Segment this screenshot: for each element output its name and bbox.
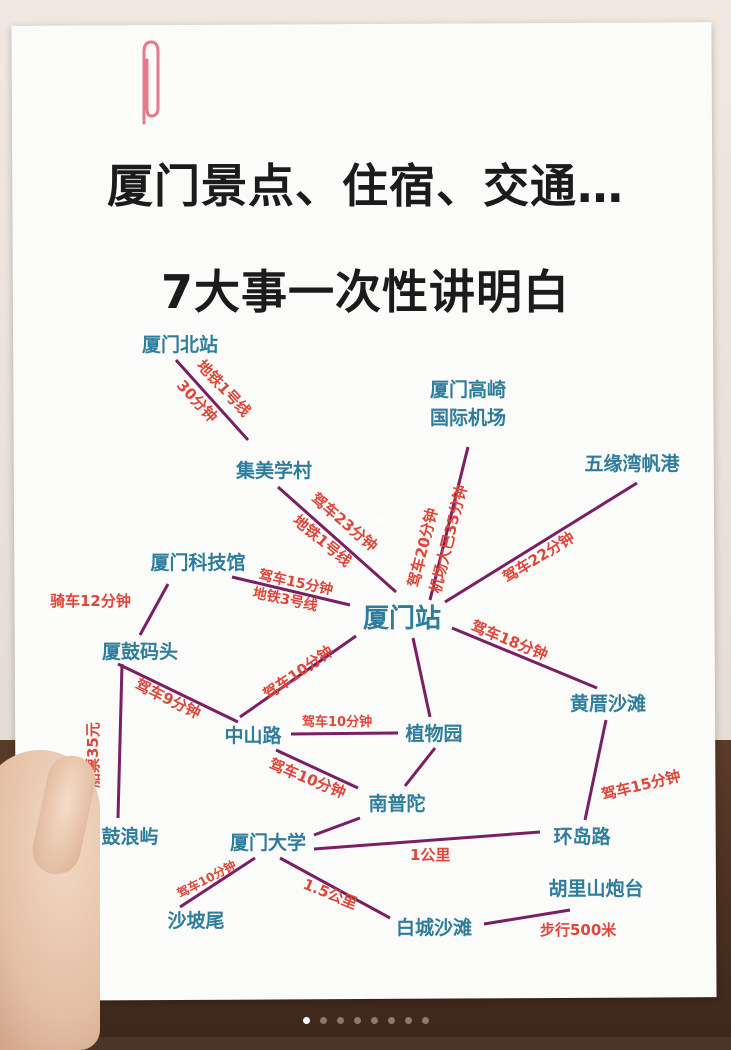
node-zhongshan-road: 中山路 bbox=[224, 724, 282, 747]
node-zhiwuyuan: 植物园 bbox=[405, 722, 462, 745]
carousel-dot-2[interactable] bbox=[319, 1017, 327, 1024]
node-kejiguan: 厦门科技馆 bbox=[150, 551, 245, 574]
edge-line-zhongshan-zhiwu bbox=[290, 731, 399, 736]
edge-line-xiada-baicheng bbox=[279, 856, 391, 920]
edge-line-matou-gulangyu bbox=[116, 663, 124, 819]
edge-line-huangcuo-huandao bbox=[583, 719, 608, 821]
label-xiada-huandao: 1公里 bbox=[410, 846, 450, 864]
label-wuyuan-zhan: 驾车22分钟 bbox=[500, 528, 578, 586]
edge-line-jimei-zhan bbox=[277, 485, 397, 594]
title-line-1: 厦门景点、住宿、交通… bbox=[107, 159, 624, 213]
carousel-dot-3[interactable] bbox=[336, 1017, 344, 1024]
carousel-dot-4[interactable] bbox=[353, 1017, 361, 1024]
carousel-dot-5[interactable] bbox=[370, 1017, 378, 1024]
edge-line-zhongshan-nanputuo bbox=[275, 748, 359, 790]
edge-line-zhiwu-nanputuo bbox=[403, 747, 437, 787]
edge-line-zhan-huangcuo bbox=[451, 626, 598, 690]
carousel-dot-8[interactable] bbox=[421, 1017, 429, 1024]
label-huangcuo-huandao: 驾车15分钟 bbox=[600, 767, 683, 804]
edge-line-zhan-zhongshan bbox=[239, 634, 357, 719]
carousel-dot-1[interactable] bbox=[302, 1017, 310, 1024]
node-huandao-road: 环岛路 bbox=[553, 825, 611, 848]
edge-line-matou-zhongshan bbox=[117, 662, 239, 724]
label-zhongshan-zhiwu: 驾车10分钟 bbox=[302, 714, 372, 730]
node-huangcuo-beach: 黄厝沙滩 bbox=[570, 692, 646, 715]
label-xiada-baicheng: 1.5公里 bbox=[301, 875, 360, 913]
edge-line-xiada-huandao bbox=[313, 830, 541, 851]
node-hulishan: 胡里山炮台 bbox=[548, 877, 643, 900]
edge-line-zhan-zhiwu bbox=[411, 637, 432, 718]
node-baicheng-beach: 白城沙滩 bbox=[396, 916, 472, 939]
edge-line-baicheng-hulishan bbox=[483, 908, 571, 926]
label-keji-matou: 骑车12分钟 bbox=[50, 592, 131, 610]
edge-line-wuyuan-zhan bbox=[444, 481, 638, 604]
node-wuyuanwan: 五缘湾帆港 bbox=[584, 452, 680, 475]
edge-line-keji-matou bbox=[138, 583, 170, 636]
node-gulang-matou: 厦鼓码头 bbox=[102, 640, 178, 663]
label-zhan-zhongshan: 驾车10分钟 bbox=[260, 642, 337, 703]
node-nanputuo: 南普陀 bbox=[368, 792, 425, 815]
node-jimei-xuecun: 集美学村 bbox=[235, 459, 312, 482]
node-gulangyu: 鼓浪屿 bbox=[101, 825, 158, 848]
carousel-indicator[interactable] bbox=[0, 1009, 731, 1028]
watermark-text: 小红书 bbox=[368, 512, 404, 527]
node-airport-line1: 厦门高崎 bbox=[430, 378, 506, 401]
paperclip-icon bbox=[142, 40, 160, 125]
edge-line-airport-zhan bbox=[428, 446, 470, 601]
node-xiamen-zhan: 厦门站 bbox=[363, 604, 441, 634]
label-baicheng-hulishan: 步行500米 bbox=[540, 921, 617, 939]
node-xiamen-daxue: 厦门大学 bbox=[230, 831, 306, 854]
carousel-dot-6[interactable] bbox=[387, 1017, 395, 1024]
edge-line-keji-zhan bbox=[231, 575, 351, 607]
node-airport-line2: 国际机场 bbox=[430, 407, 506, 429]
node-xiamen-beizhan: 厦门北站 bbox=[142, 333, 218, 356]
node-shapowei: 沙坡尾 bbox=[167, 909, 224, 932]
title-line-2: 7大事一次性讲明白 bbox=[160, 265, 570, 319]
edge-line-xiada-shapowei bbox=[179, 856, 256, 909]
carousel-dot-7[interactable] bbox=[404, 1017, 412, 1024]
label-xiada-shapowei: 驾车10分钟 bbox=[173, 857, 238, 901]
edge-line-bei-jimei bbox=[174, 358, 250, 442]
edge-line-nanputuo-xiada bbox=[313, 816, 361, 837]
